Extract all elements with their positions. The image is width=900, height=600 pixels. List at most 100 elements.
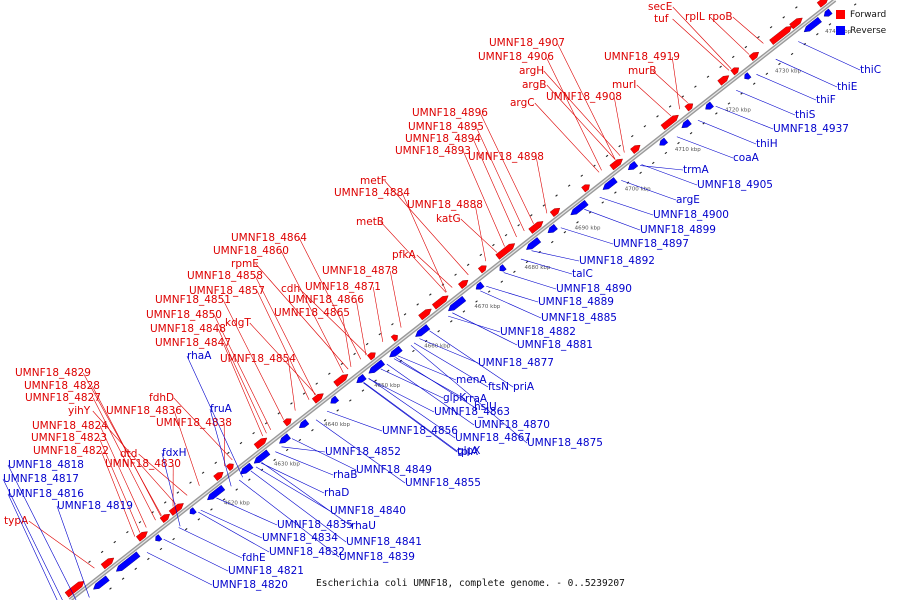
reverse-gene-arrow[interactable] [188,507,197,516]
gene-label[interactable]: tuf [654,13,669,25]
forward-gene-arrow[interactable] [135,529,149,542]
forward-gene-arrow[interactable] [418,307,433,321]
gene-label[interactable]: UMNF18_4896 [412,107,488,119]
gene-label[interactable]: fdxH [162,447,186,459]
gene-label[interactable]: metF [360,175,387,187]
reverse-gene-arrow[interactable] [498,264,507,273]
gene-label[interactable]: UMNF18_4819 [57,500,133,512]
gene-label[interactable]: UMNF18_4855 [405,477,481,489]
reverse-gene-arrow[interactable] [743,72,752,81]
gene-label[interactable]: kdgT [225,317,251,329]
gene-label[interactable]: glpK [443,392,467,404]
reverse-gene-arrow[interactable] [525,237,542,252]
reverse-gene-arrow[interactable] [822,8,833,19]
gene-label[interactable]: UMNF18_4908 [546,91,622,103]
gene-label[interactable]: UMNF18_4894 [405,133,481,145]
gene-label[interactable]: UMNF18_4871 [305,281,381,293]
gene-label[interactable]: tpiA [457,446,479,458]
forward-gene-arrow[interactable] [477,263,488,274]
forward-gene-arrow[interactable] [549,206,562,218]
gene-label[interactable]: UMNF18_4851 [155,294,231,306]
gene-label[interactable]: priA [513,381,535,393]
gene-label[interactable]: UMNF18_4840 [330,505,406,517]
reverse-gene-arrow[interactable] [802,16,822,34]
reverse-gene-arrow[interactable] [206,484,226,502]
gene-label[interactable]: rpoB [708,11,733,23]
gene-label[interactable]: UMNF18_4858 [187,270,263,282]
forward-gene-arrow[interactable] [159,512,172,524]
gene-label[interactable]: argE [676,194,700,206]
forward-gene-arrow[interactable] [581,182,591,193]
gene-label[interactable]: UMNF18_4828 [24,380,100,392]
forward-gene-arrow[interactable] [311,391,325,404]
reverse-gene-arrow[interactable] [114,551,141,574]
reverse-gene-arrow[interactable] [704,101,714,112]
reverse-gene-arrow[interactable] [414,324,431,339]
forward-gene-arrow[interactable] [528,219,545,234]
reverse-gene-arrow[interactable] [355,373,367,385]
gene-label[interactable]: UMNF18_4907 [489,37,565,49]
forward-gene-arrow[interactable] [100,556,116,570]
gene-label[interactable]: UMNF18_4854 [220,353,296,365]
gene-label[interactable]: UMNF18_4884 [334,187,410,199]
gene-label[interactable]: UMNF18_4832 [269,546,345,558]
gene-label[interactable]: typA [4,515,29,527]
gene-label[interactable]: UMNF18_4885 [541,312,617,324]
forward-gene-arrow[interactable] [367,350,377,361]
gene-label[interactable]: UMNF18_4882 [500,326,576,338]
reverse-gene-arrow[interactable] [92,575,110,592]
gene-label[interactable]: UMNF18_4888 [407,199,483,211]
forward-gene-arrow[interactable] [684,101,695,112]
reverse-gene-arrow[interactable] [658,137,669,148]
gene-label[interactable]: UMNF18_4848 [150,323,226,335]
gene-label[interactable]: UMNF18_4818 [8,459,84,471]
gene-label[interactable]: UMNF18_4875 [527,437,603,449]
reverse-gene-arrow[interactable] [278,433,291,446]
forward-gene-arrow[interactable] [225,462,235,472]
gene-label[interactable]: UMNF18_4841 [346,536,422,548]
gene-label[interactable]: UMNF18_4849 [356,464,432,476]
gene-label[interactable]: fruA [210,403,233,415]
gene-label[interactable]: fdhE [242,552,266,564]
gene-label[interactable]: UMNF18_4864 [231,232,307,244]
forward-gene-arrow[interactable] [458,278,470,290]
reverse-gene-arrow[interactable] [474,281,485,292]
gene-label[interactable]: cdh [281,283,300,295]
gene-label[interactable]: UMNF18_4865 [274,307,350,319]
forward-gene-arrow[interactable] [390,333,399,342]
forward-gene-arrow[interactable] [333,372,350,387]
gene-label[interactable]: UMNF18_4877 [478,357,554,369]
gene-label[interactable]: rhaU [351,520,376,532]
gene-label[interactable]: UMNF18_4857 [189,285,265,297]
reverse-gene-arrow[interactable] [388,345,403,359]
gene-label[interactable]: UMNF18_4893 [395,145,471,157]
gene-label[interactable]: ftsN [488,381,509,393]
forward-gene-arrow[interactable] [64,579,86,598]
gene-label[interactable]: rhaA [187,350,212,362]
forward-gene-arrow[interactable] [789,16,805,30]
gene-label[interactable]: rpmE [231,258,259,270]
forward-gene-arrow[interactable] [730,65,741,76]
gene-label[interactable]: UMNF18_4820 [212,579,288,591]
gene-label[interactable]: UMNF18_4889 [538,296,614,308]
gene-label[interactable]: UMNF18_4867 [455,432,531,444]
reverse-gene-arrow[interactable] [626,160,639,172]
gene-label[interactable]: UMNF18_4860 [213,245,289,257]
forward-gene-arrow[interactable] [748,50,761,62]
forward-gene-arrow[interactable] [431,293,450,310]
forward-gene-arrow[interactable] [609,157,625,171]
gene-label[interactable]: thiS [795,109,816,121]
reverse-gene-arrow[interactable] [446,295,467,313]
gene-label[interactable]: UMNF18_4919 [604,51,680,63]
gene-label[interactable]: pfkA [392,249,416,261]
gene-label[interactable]: UMNF18_4838 [156,417,232,429]
gene-label[interactable]: UMNF18_4827 [25,392,101,404]
gene-label[interactable]: UMNF18_4822 [33,445,109,457]
gene-label[interactable]: fdhD [149,392,174,404]
gene-label[interactable]: UMNF18_4863 [434,406,510,418]
gene-label[interactable]: UMNF18_4856 [382,425,458,437]
forward-gene-arrow[interactable] [253,436,269,450]
gene-label[interactable]: UMNF18_4906 [478,51,554,63]
gene-label[interactable]: dtd [120,448,137,460]
reverse-gene-arrow[interactable] [252,449,271,466]
